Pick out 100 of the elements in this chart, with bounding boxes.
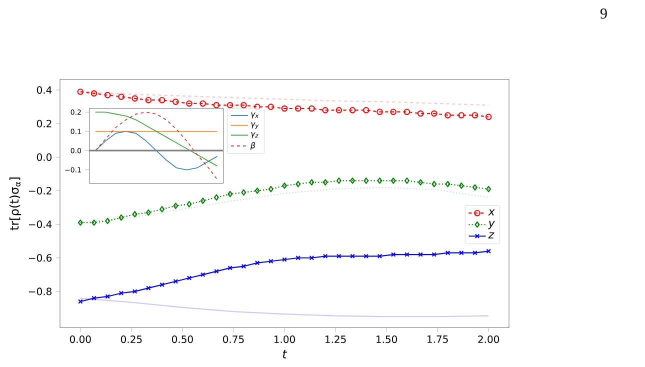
y-tick-label: −0.2 — [28, 186, 52, 195]
x-tick-label: 1.25 — [325, 335, 346, 344]
point — [445, 250, 450, 256]
point — [77, 88, 84, 95]
point — [118, 94, 124, 100]
point — [228, 266, 232, 270]
point — [472, 184, 478, 191]
point — [349, 107, 356, 114]
point — [362, 107, 370, 114]
point — [377, 254, 382, 259]
y-tick-label: 0.4 — [36, 86, 52, 94]
point — [432, 252, 437, 257]
point — [241, 189, 246, 196]
x-tick-label: 1.75 — [428, 336, 448, 343]
legend-label: β — [250, 142, 256, 150]
point — [200, 272, 206, 278]
point — [268, 186, 274, 192]
point — [445, 180, 450, 188]
point — [186, 201, 192, 208]
point — [173, 278, 178, 284]
point — [350, 178, 356, 184]
point — [309, 179, 314, 186]
x-tick-label: 0.25 — [120, 335, 142, 344]
line-series — [94, 112, 218, 180]
legend-label: γ$_{z}$ — [250, 132, 258, 138]
point — [226, 102, 234, 108]
point — [296, 180, 301, 188]
x-tick-label: 0.75 — [223, 335, 244, 344]
point — [268, 104, 274, 110]
point — [322, 254, 328, 259]
point — [364, 178, 369, 184]
point — [390, 252, 396, 257]
point — [308, 105, 315, 112]
point — [214, 194, 219, 201]
point — [254, 260, 260, 266]
point — [173, 202, 178, 209]
point — [105, 294, 110, 299]
point — [200, 198, 206, 204]
x-tick-label: 2.00 — [478, 335, 500, 344]
point — [105, 218, 110, 224]
point — [213, 102, 220, 108]
point — [118, 290, 124, 296]
point — [404, 178, 410, 184]
point — [214, 268, 219, 274]
point — [200, 100, 206, 107]
point — [322, 179, 328, 186]
line-series — [80, 298, 490, 318]
point — [118, 214, 124, 221]
point — [186, 276, 192, 280]
text: 9 — [600, 8, 607, 19]
y-tick-label: 0.2 — [36, 120, 52, 128]
point — [336, 107, 342, 114]
point — [376, 108, 383, 116]
point — [417, 110, 424, 117]
legend-label: γ$_{x}$ — [250, 112, 259, 119]
point — [160, 206, 165, 212]
x-tick-label: 0.00 — [70, 335, 91, 344]
point — [336, 178, 342, 184]
x-axis-title: t — [282, 350, 288, 358]
point — [104, 92, 111, 98]
point — [268, 258, 274, 264]
x-tick-label: 0.50 — [172, 335, 193, 344]
point — [390, 178, 396, 184]
y-tick-label: −0.4 — [28, 220, 52, 228]
point — [364, 254, 369, 259]
point — [254, 188, 260, 194]
point — [458, 182, 464, 189]
point — [486, 186, 492, 192]
point — [431, 110, 438, 117]
point — [485, 114, 492, 120]
point — [404, 252, 410, 257]
point — [296, 255, 301, 260]
point — [132, 289, 138, 294]
point — [132, 95, 138, 102]
point — [377, 178, 382, 184]
point — [254, 104, 260, 110]
point — [336, 254, 342, 259]
legend-label: y — [488, 220, 495, 230]
point — [418, 252, 423, 257]
point — [472, 250, 478, 256]
point — [158, 96, 166, 104]
point — [92, 219, 97, 226]
point — [228, 190, 233, 198]
point — [90, 90, 98, 97]
point — [309, 255, 314, 260]
point — [282, 257, 287, 262]
point — [294, 105, 302, 112]
point — [322, 107, 328, 114]
point — [78, 219, 83, 226]
y-tick-label: 0.0 — [36, 153, 52, 161]
point — [390, 108, 396, 116]
point — [458, 112, 465, 118]
y-tick-label: −0.8 — [28, 288, 52, 296]
point — [240, 102, 247, 108]
point — [172, 98, 179, 105]
point — [132, 211, 138, 218]
point — [459, 250, 464, 256]
point — [282, 182, 288, 189]
point — [145, 96, 152, 104]
legend-label: x — [488, 209, 495, 216]
